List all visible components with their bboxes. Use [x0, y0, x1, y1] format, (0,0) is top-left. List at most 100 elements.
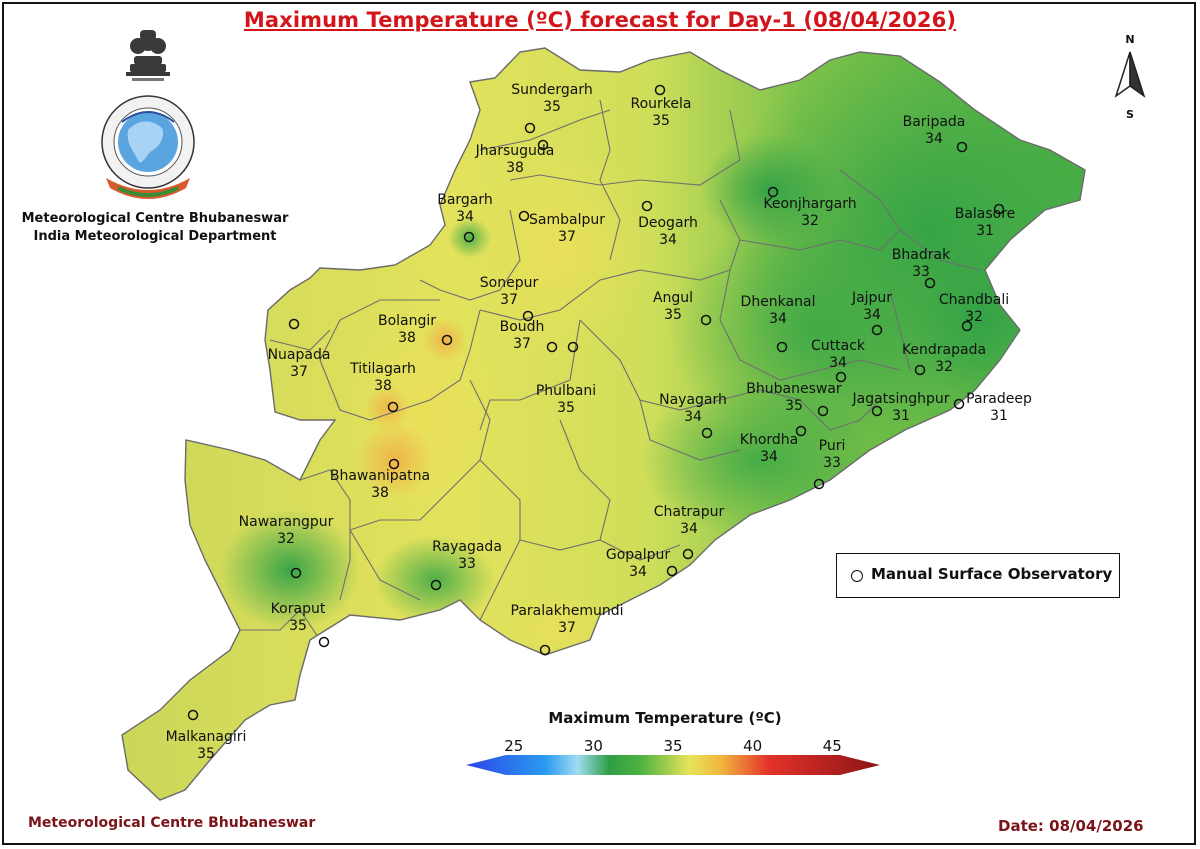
- district-temperature: 32: [801, 213, 819, 229]
- district-label-angul: Angul 35: [653, 290, 693, 324]
- district-name: Koraput: [270, 601, 326, 617]
- district-label-paradeep: Paradeep 31: [966, 391, 1032, 425]
- district-temperature: 34: [829, 355, 847, 371]
- district-label-boudh: Boudh 37: [500, 319, 545, 353]
- district-temperature: 34: [760, 449, 778, 465]
- station-nuapada: [288, 318, 300, 330]
- district-label-baripada: Baripada 34: [903, 114, 966, 148]
- district-name: Sonepur: [479, 275, 539, 291]
- station-keonjhargarh: [767, 186, 779, 198]
- district-label-sonepur: Sonepur 37: [480, 275, 538, 309]
- colorbar-tick-35: 35: [663, 737, 683, 755]
- station-paralakhemundi: [539, 644, 551, 656]
- district-temperature: 35: [289, 618, 307, 634]
- district-temperature: 35: [557, 400, 575, 416]
- station-circle-icon: [851, 570, 863, 582]
- station-sambalpur: [518, 210, 530, 222]
- district-name: Jajpur: [851, 290, 893, 306]
- district-label-bhubaneswar: Bhubaneswar 35: [746, 381, 841, 415]
- district-name: Gopalpur: [605, 547, 671, 563]
- station-gopalpur: [666, 565, 678, 577]
- district-name: Paradeep: [966, 391, 1032, 407]
- legend-label: Manual Surface Observatory: [871, 565, 1113, 583]
- station-balasore: [993, 203, 1005, 215]
- district-label-jajpur: Jajpur 34: [852, 290, 892, 324]
- district-temperature: 35: [785, 398, 803, 414]
- district-label-nuapada: Nuapada 37: [268, 347, 331, 381]
- station-jagatsinghpur: [871, 405, 883, 417]
- district-name: Jharsuguda: [475, 143, 555, 159]
- station-bhubaneswar: [817, 405, 829, 417]
- district-label-chandbali: Chandbali 32: [939, 292, 1009, 326]
- district-label-nawarangpur: Nawarangpur 32: [239, 514, 334, 548]
- district-name: Malkanagiri: [165, 729, 247, 745]
- station-dhenkanal: [776, 341, 788, 353]
- district-label-balasore: Balasore 31: [955, 206, 1016, 240]
- district-label-gopalpur: Gopalpur 34: [606, 547, 670, 581]
- district-temperature: 34: [680, 521, 698, 537]
- district-label-jagatsinghpur: Jagatsinghpur 31: [853, 391, 950, 425]
- district-temperature: 34: [684, 409, 702, 425]
- district-name: Baripada: [902, 114, 966, 130]
- district-temperature: 37: [513, 336, 531, 352]
- district-temperature: 31: [976, 223, 994, 239]
- district-temperature: 38: [506, 160, 524, 176]
- colorbar-tick-25: 25: [504, 737, 524, 755]
- district-label-cuttack: Cuttack 34: [811, 338, 865, 372]
- north-arrow-icon: [1114, 51, 1146, 98]
- district-name: Bhawanipatna: [329, 468, 431, 484]
- colorbar-title: Maximum Temperature (ºC): [548, 709, 782, 727]
- district-temperature: 38: [398, 330, 416, 346]
- station-rourkela: [654, 84, 666, 96]
- district-label-jharsuguda: Jharsuguda 38: [476, 143, 555, 177]
- district-temperature: 33: [912, 264, 930, 280]
- district-name: Balasore: [954, 206, 1016, 222]
- district-label-bhawanipatna: Bhawanipatna 38: [330, 468, 430, 502]
- district-temperature: 37: [558, 620, 576, 636]
- district-label-khordha: Khordha 34: [740, 432, 798, 466]
- district-label-puri: Puri 33: [819, 438, 846, 472]
- district-name: Nayagarh: [659, 392, 727, 408]
- district-temperature: 37: [558, 229, 576, 245]
- org-line-1: Meteorological Centre Bhubaneswar: [21, 211, 289, 226]
- station-angul: [700, 314, 712, 326]
- station-bhadrak: [924, 277, 936, 289]
- district-label-chatrapur: Chatrapur 34: [654, 504, 725, 538]
- district-temperature: 35: [664, 307, 682, 323]
- legend-box: Manual Surface Observatory: [836, 553, 1120, 598]
- district-name: Khordha: [739, 432, 799, 448]
- district-label-sundergarh: Sundergarh 35: [511, 82, 593, 116]
- district-name: Bhubaneswar: [746, 381, 842, 397]
- station-chatrapur: [682, 548, 694, 560]
- compass-south-label: S: [1126, 108, 1134, 121]
- station-malkanagiri: [187, 709, 199, 721]
- district-name: Bargarh: [437, 192, 493, 208]
- district-name: Dhenkanal: [740, 294, 816, 310]
- district-name: Nuapada: [267, 347, 331, 363]
- district-name: Angul: [652, 290, 694, 306]
- district-temperature: 37: [290, 364, 308, 380]
- station-nayagarh: [701, 427, 713, 439]
- district-temperature: 38: [374, 378, 392, 394]
- station-khordha: [795, 425, 807, 437]
- district-name: Rourkela: [630, 96, 692, 112]
- district-temperature: 35: [543, 99, 561, 115]
- district-label-rourkela: Rourkela 35: [631, 96, 692, 130]
- district-label-nayagarh: Nayagarh 34: [659, 392, 727, 426]
- station-bargarh: [463, 231, 475, 243]
- district-label-sambalpur: Sambalpur 37: [529, 212, 605, 246]
- district-label-koraput: Koraput 35: [271, 601, 326, 635]
- station-cuttack: [835, 371, 847, 383]
- colorbar-tick-40: 40: [743, 737, 763, 755]
- district-name: Phulbani: [535, 383, 597, 399]
- district-label-deogarh: Deogarh 34: [638, 215, 698, 249]
- district-name: Sundergarh: [511, 82, 593, 98]
- colorbar-tick-45: 45: [822, 737, 842, 755]
- district-label-keonjhargarh: Keonjhargarh 32: [763, 196, 856, 230]
- district-name: Deogarh: [638, 215, 698, 231]
- district-temperature: 32: [935, 359, 953, 375]
- district-label-bolangir: Bolangir 38: [378, 313, 436, 347]
- district-name: Puri: [818, 438, 846, 454]
- map-title: Maximum Temperature (ºC) forecast for Da…: [243, 8, 957, 32]
